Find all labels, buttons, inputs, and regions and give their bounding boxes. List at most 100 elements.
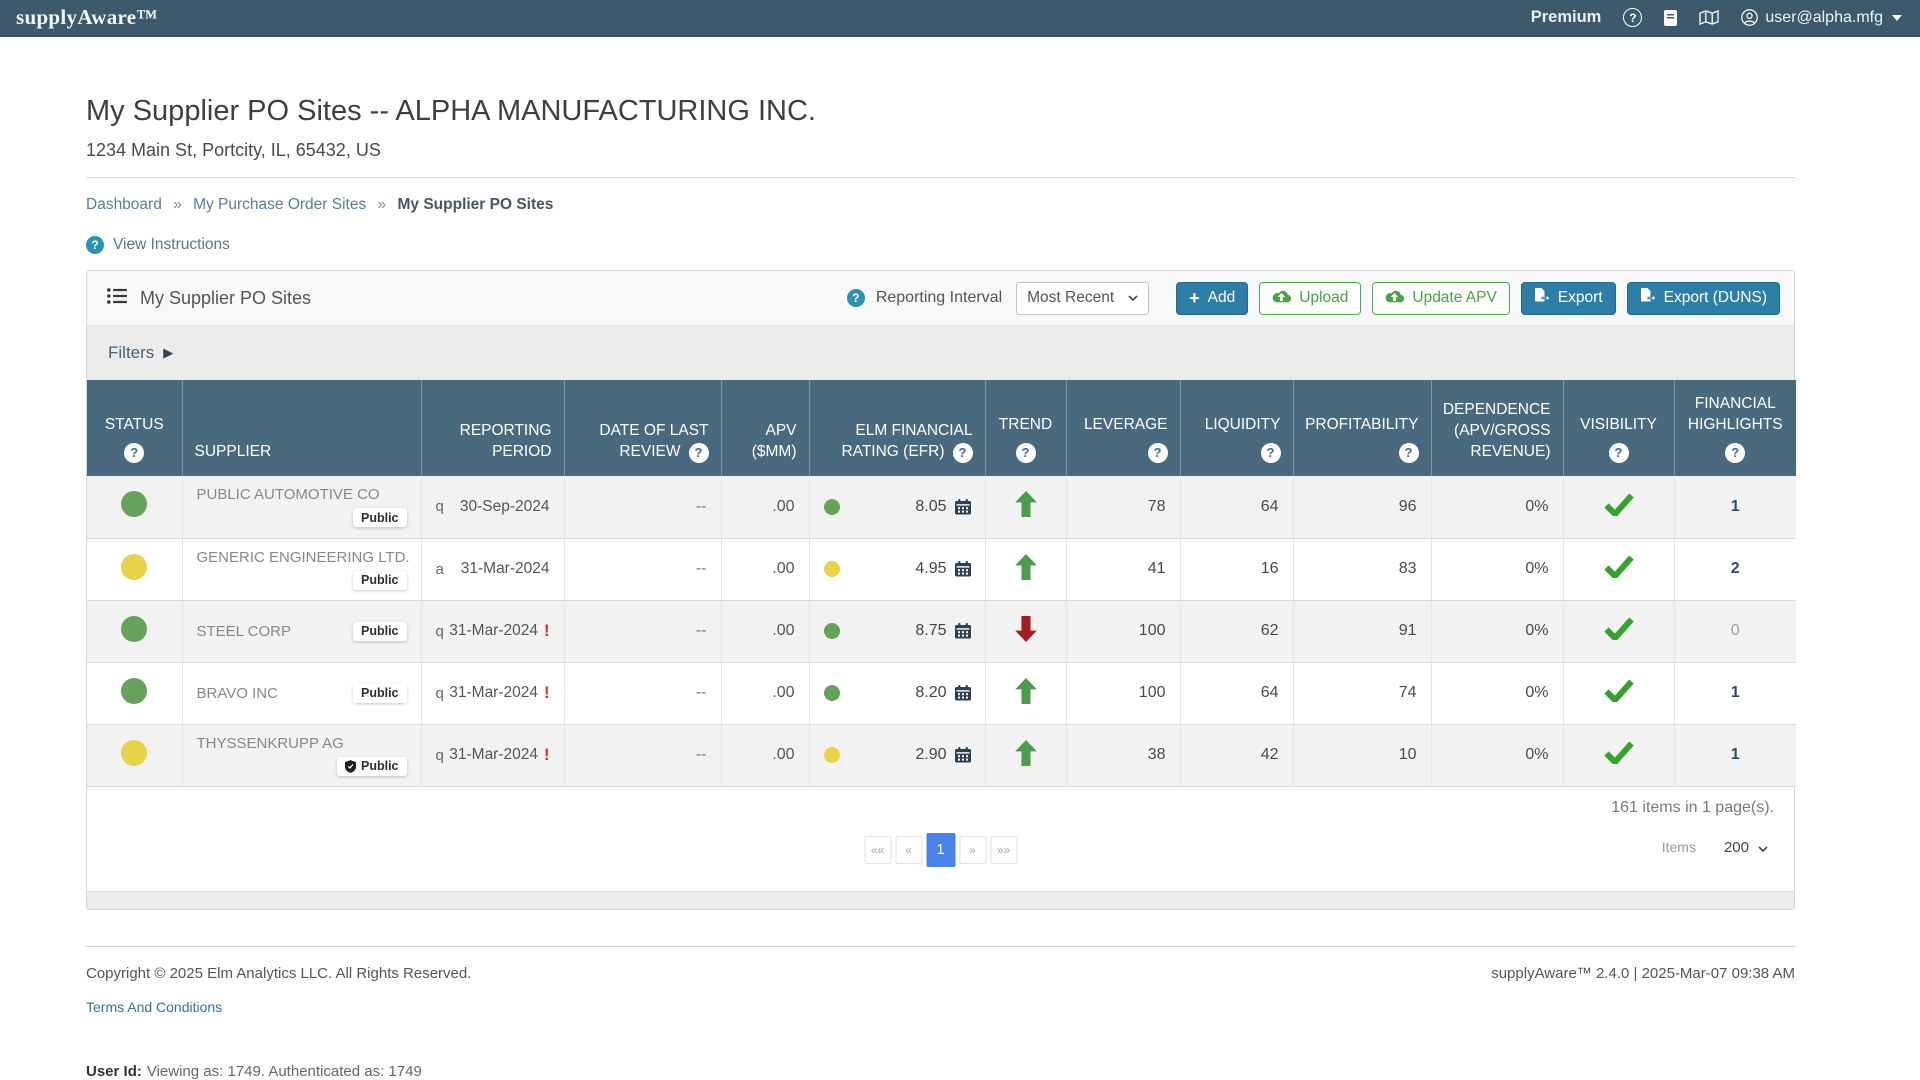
breadcrumb: Dashboard » My Purchase Order Sites » My… — [86, 196, 1795, 214]
pager-prev[interactable]: « — [895, 835, 922, 864]
liquidity-cell: 16 — [1180, 538, 1294, 601]
reporting-period-cell: q 31-Mar-2024! — [421, 662, 565, 725]
help-icon[interactable]: ? — [1623, 8, 1643, 27]
expand-arrow-icon: ▶ — [163, 345, 174, 360]
footer-divider — [86, 945, 1795, 947]
trend-cell — [985, 600, 1067, 663]
map-icon[interactable] — [1699, 10, 1720, 25]
breadcrumb-dashboard[interactable]: Dashboard — [86, 196, 162, 213]
pager-last[interactable]: »» — [990, 835, 1017, 864]
calendar-icon[interactable] — [954, 685, 971, 701]
efr-cell: 8.20 — [809, 662, 986, 725]
calendar-icon[interactable] — [954, 498, 971, 515]
column-header-elm-financial-rating-efr: ELM FINANCIAL RATING (EFR)? — [809, 380, 986, 476]
docs-icon[interactable] — [1664, 9, 1678, 26]
financial-highlights-count[interactable]: 1 — [1730, 684, 1740, 701]
column-header-profitability: PROFITABILITY? — [1293, 380, 1432, 476]
help-icon[interactable]: ? — [1608, 443, 1629, 463]
column-header-dependence-apv-gross-revenue: DEPENDENCE (APV/GROSS REVENUE) — [1431, 380, 1564, 476]
status-dot-green — [121, 491, 148, 518]
efr-cell: 8.75 — [809, 600, 986, 663]
column-header-visibility: VISIBILITY? — [1563, 380, 1675, 476]
liquidity-cell: 64 — [1180, 476, 1294, 539]
apv-cell: .00 — [721, 538, 810, 601]
calendar-icon[interactable] — [954, 623, 971, 639]
pager-next[interactable]: » — [959, 835, 986, 864]
trend-down-icon — [1014, 615, 1037, 642]
highlights-cell[interactable]: 2 — [1674, 538, 1796, 601]
visibility-check-icon — [1603, 617, 1634, 643]
help-icon[interactable]: ? — [1398, 443, 1419, 463]
shield-icon — [344, 759, 356, 773]
efr-status-dot-yellow — [823, 747, 840, 763]
profitability-cell: 74 — [1293, 662, 1432, 725]
app-logo[interactable]: supplyAware™ — [16, 5, 158, 29]
trend-up-icon — [1014, 553, 1037, 580]
column-header-reporting-period: REPORTING PERIOD — [421, 380, 565, 476]
alert-icon: ! — [544, 683, 550, 702]
efr-cell: 4.95 — [809, 538, 986, 601]
trend-cell — [985, 662, 1067, 725]
terms-and-conditions-link[interactable]: Terms And Conditions — [86, 998, 223, 1015]
table-row: GENERIC ENGINEERING LTD. Public a 31-Mar-20… — [87, 538, 1796, 601]
public-badge: Public — [352, 508, 407, 528]
add-button[interactable]: + Add — [1176, 281, 1249, 315]
help-icon[interactable]: ? — [1260, 443, 1281, 463]
top-navigation-bar: supplyAware™ Premium ? user@alpha.mfg — [0, 0, 1920, 37]
financial-highlights-count[interactable]: 2 — [1730, 560, 1740, 577]
help-icon[interactable]: ? — [1725, 443, 1746, 463]
pager-page-1[interactable]: 1 — [926, 832, 955, 867]
chevron-down-icon — [1892, 14, 1902, 21]
calendar-icon[interactable] — [954, 747, 971, 763]
reporting-interval-select[interactable]: Most Recent — [1016, 281, 1150, 315]
liquidity-cell: 62 — [1180, 600, 1294, 663]
liquidity-cell: 64 — [1180, 662, 1294, 725]
panel-footer-strip — [87, 890, 1794, 909]
financial-highlights-count[interactable]: 1 — [1730, 746, 1740, 763]
items-per-page-label: Items — [1661, 839, 1696, 855]
view-instructions-link[interactable]: ? View Instructions — [86, 236, 1795, 254]
help-icon[interactable]: ? — [124, 443, 145, 463]
items-summary: 161 items in 1 page(s). — [1611, 798, 1774, 816]
export-button[interactable]: Export — [1520, 281, 1616, 315]
help-icon[interactable]: ? — [1147, 443, 1168, 463]
visibility-check-icon — [1603, 679, 1634, 705]
public-badge: Public — [336, 756, 407, 776]
visibility-cell — [1563, 476, 1675, 539]
highlights-cell[interactable]: 1 — [1674, 724, 1796, 787]
supplier-name: THYSSENKRUPP AG — [196, 734, 344, 752]
company-address: 1234 Main St, Portcity, IL, 65432, US — [86, 140, 381, 160]
supplier-cell: GENERIC ENGINEERING LTD. Public — [182, 538, 422, 601]
user-id-line: User Id: Viewing as: 1749. Authenticated … — [86, 1062, 422, 1080]
calendar-icon[interactable] — [954, 561, 971, 577]
export-duns-button[interactable]: Export (DUNS) — [1626, 281, 1780, 315]
breadcrumb-purchase-order-sites[interactable]: My Purchase Order Sites — [193, 196, 367, 213]
visibility-check-icon — [1603, 493, 1634, 519]
trend-up-icon — [1014, 677, 1037, 704]
user-email: user@alpha.mfg — [1765, 8, 1883, 26]
reporting-period-cell: q 31-Mar-2024! — [421, 600, 565, 663]
filters-toggle[interactable]: Filters ▶ — [87, 326, 1794, 380]
pagination-area: 161 items in 1 page(s). «« «1»»» Items 20… — [87, 786, 1794, 891]
user-menu[interactable]: user@alpha.mfg — [1741, 9, 1902, 27]
highlights-cell[interactable]: 1 — [1674, 662, 1796, 725]
financial-highlights-count[interactable]: 1 — [1730, 497, 1740, 515]
page-title: My Supplier PO Sites -- ALPHA MANUFACTUR… — [86, 95, 816, 127]
upload-button[interactable]: Upload — [1259, 281, 1362, 315]
table-header-row: STATUS? SUPPLIER REPORTING PERIOD DATE OF LA… — [87, 380, 1796, 476]
help-icon[interactable]: ? — [688, 442, 709, 463]
help-icon[interactable]: ? — [952, 442, 973, 463]
alert-icon: ! — [544, 621, 550, 640]
column-header-trend: TREND? — [985, 380, 1067, 476]
public-badge: Public — [352, 683, 407, 703]
update-apv-button[interactable]: Update APV — [1372, 281, 1510, 315]
premium-badge[interactable]: Premium — [1530, 8, 1602, 26]
efr-status-dot-green — [823, 498, 840, 515]
highlights-cell[interactable]: 1 — [1674, 476, 1796, 539]
status-dot-green — [121, 677, 148, 704]
items-per-page-select[interactable]: 200 — [1724, 839, 1768, 856]
help-icon[interactable]: ? — [1015, 443, 1036, 463]
profitability-cell: 10 — [1293, 724, 1432, 787]
pager-first[interactable]: «« — [864, 835, 891, 864]
help-icon[interactable]: ? — [846, 289, 865, 307]
